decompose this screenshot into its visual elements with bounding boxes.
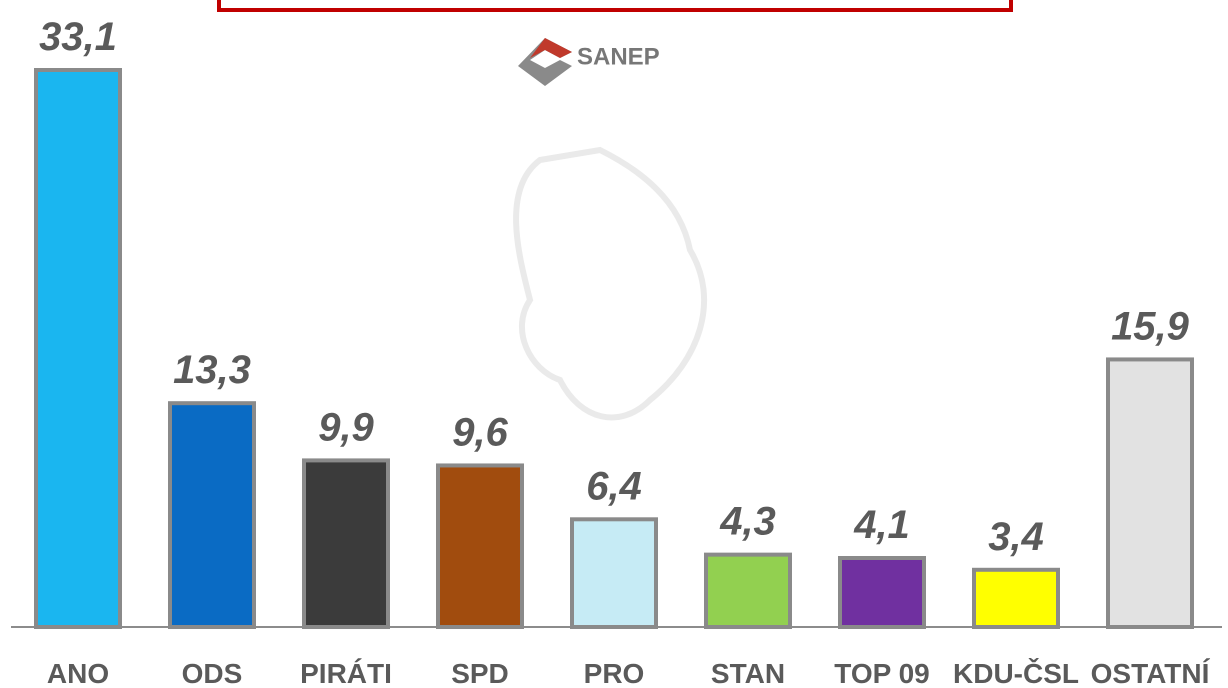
title-box (219, 0, 1011, 10)
bar (840, 558, 924, 627)
bar (36, 70, 120, 627)
value-label: 4,3 (719, 500, 776, 544)
x-tick-label: OSTATNÍ (1091, 658, 1211, 688)
x-tick-label: ANO (47, 658, 109, 688)
bar (974, 570, 1058, 627)
bar (438, 465, 522, 627)
x-tick-label: TOP 09 (834, 658, 929, 688)
bar (706, 555, 790, 627)
value-label: 9,6 (452, 410, 508, 454)
chart: SANEP 33,1 ANO 13,3 ODS 9,9 PIRÁTI 9,6 SPD 6,4 PR… (0, 0, 1228, 688)
logo-text: SANEP (577, 43, 660, 70)
x-tick-label: STAN (711, 658, 785, 688)
bar (1108, 359, 1192, 627)
value-label: 13,3 (173, 348, 251, 392)
x-tick-label: PRO (584, 658, 645, 688)
x-tick-label: PIRÁTI (300, 658, 392, 688)
bar (572, 519, 656, 627)
watermark-shape (516, 150, 704, 417)
watermark (516, 150, 704, 417)
x-tick-label: KDU-ČSL (953, 657, 1079, 688)
value-label: 4,1 (853, 503, 910, 547)
value-label: 15,9 (1111, 304, 1190, 348)
value-label: 3,4 (988, 515, 1044, 559)
value-label: 33,1 (39, 15, 117, 59)
bar (170, 403, 254, 627)
x-tick-label: SPD (451, 658, 509, 688)
value-label: 9,9 (318, 405, 374, 449)
bar (304, 460, 388, 627)
logo: SANEP (518, 38, 660, 86)
x-tick-label: ODS (182, 658, 243, 688)
value-label: 6,4 (586, 464, 642, 508)
